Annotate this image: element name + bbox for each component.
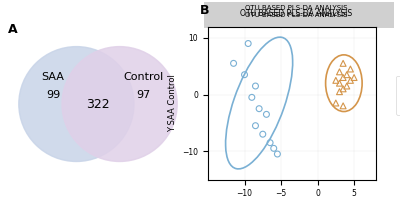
Text: B: B bbox=[200, 4, 210, 17]
SAA bbox=[252, 84, 259, 88]
SAA bbox=[241, 73, 248, 76]
Text: 99: 99 bbox=[46, 90, 60, 100]
Text: OTU BASED PLS-DA ANALYSIS: OTU BASED PLS-DA ANALYSIS bbox=[240, 9, 352, 18]
Control bbox=[333, 101, 339, 105]
Control bbox=[340, 87, 346, 91]
SAA bbox=[256, 107, 262, 110]
Text: Control: Control bbox=[123, 72, 163, 82]
Control bbox=[351, 76, 357, 79]
Y-axis label: Y SAA Control: Y SAA Control bbox=[168, 74, 177, 132]
Control bbox=[333, 79, 339, 82]
Legend: SAA, Control: SAA, Control bbox=[396, 76, 400, 115]
SAA bbox=[274, 152, 280, 156]
SAA bbox=[267, 141, 273, 144]
Text: 97: 97 bbox=[136, 90, 150, 100]
Control bbox=[347, 67, 354, 71]
Text: A: A bbox=[8, 23, 18, 36]
SAA bbox=[263, 113, 270, 116]
SAA bbox=[252, 124, 259, 127]
SAA bbox=[230, 62, 237, 65]
SAA bbox=[260, 133, 266, 136]
Text: OTU BASED PLS-DA ANALYSIS: OTU BASED PLS-DA ANALYSIS bbox=[245, 5, 347, 11]
Control bbox=[347, 79, 354, 82]
SAA bbox=[245, 42, 251, 45]
Control bbox=[336, 82, 343, 85]
Control bbox=[344, 84, 350, 88]
Control bbox=[336, 90, 343, 93]
SAA bbox=[270, 147, 277, 150]
Text: OTU BASED PLS-DA ANALYSIS: OTU BASED PLS-DA ANALYSIS bbox=[245, 12, 347, 18]
Circle shape bbox=[62, 47, 177, 162]
Text: SAA: SAA bbox=[42, 72, 64, 82]
SAA bbox=[249, 96, 255, 99]
Control bbox=[340, 76, 346, 79]
Control bbox=[340, 104, 346, 108]
Control bbox=[340, 62, 346, 65]
Control bbox=[336, 70, 343, 73]
Control bbox=[344, 73, 350, 76]
Circle shape bbox=[19, 47, 134, 162]
Text: 322: 322 bbox=[86, 98, 110, 111]
